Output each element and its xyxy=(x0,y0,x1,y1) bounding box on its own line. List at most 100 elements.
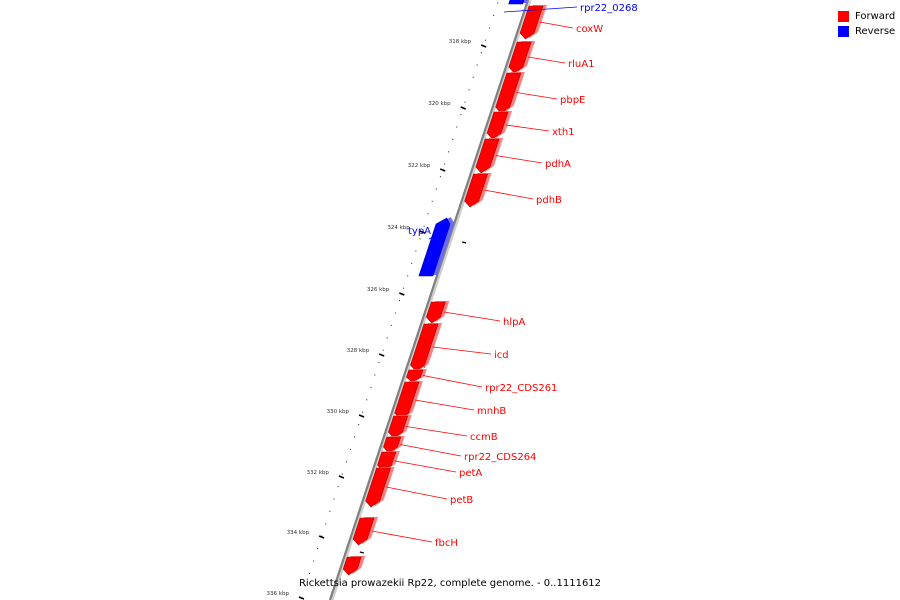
minor-tick xyxy=(411,262,413,264)
gene-feature-body xyxy=(508,41,532,74)
legend-reverse: Reverse xyxy=(838,24,895,39)
gene-feature-pbpE[interactable] xyxy=(495,72,525,114)
gene-leader-line xyxy=(406,426,468,437)
tick-label: 326 kbp xyxy=(367,287,390,293)
gene-label[interactable]: petA xyxy=(459,468,482,479)
minor-tick xyxy=(378,362,380,364)
gene-feature-xth1[interactable] xyxy=(486,111,513,140)
tick-label: 318 kbp xyxy=(449,39,472,45)
tick-label: 328 kbp xyxy=(347,348,370,354)
gene-label[interactable]: icd xyxy=(494,350,509,361)
gene-feature-body xyxy=(418,217,451,277)
gene-label[interactable]: rpr22_CDS264 xyxy=(464,452,536,463)
gene-feature-body xyxy=(410,323,439,372)
gene-feature-rpr22_CDS261[interactable] xyxy=(406,369,427,383)
gene-feature-fbcH[interactable] xyxy=(352,517,379,546)
gene-label[interactable]: typA xyxy=(408,226,431,237)
minor-tick xyxy=(382,349,384,351)
legend-forward: Forward xyxy=(838,9,895,24)
minor-tick xyxy=(309,572,310,574)
minor-tick xyxy=(484,39,486,41)
minor-tick xyxy=(329,510,331,512)
gene-leader-line xyxy=(428,233,439,240)
gene-feature-petB[interactable] xyxy=(365,467,395,508)
gene-label[interactable]: rpr22_CDS261 xyxy=(485,383,557,394)
minor-tick xyxy=(313,560,315,562)
tick-label: 330 kbp xyxy=(327,409,350,415)
gene-feature-hlpA[interactable] xyxy=(426,301,450,324)
gene-label[interactable]: rluA1 xyxy=(568,59,594,70)
minor-tick xyxy=(480,52,482,54)
tick-label: 324 kbp xyxy=(387,225,410,231)
gene-feature-body xyxy=(383,436,402,454)
gene-label[interactable]: pdhB xyxy=(536,195,562,206)
minor-tick xyxy=(325,523,327,525)
gene-feature-ccmB[interactable] xyxy=(388,415,412,439)
gene-feature-body xyxy=(519,5,544,40)
gene-leader-line xyxy=(504,6,578,13)
gene-label[interactable]: hlpA xyxy=(503,317,525,328)
tick-label: 322 kbp xyxy=(408,163,431,169)
gene-leader-line xyxy=(528,56,566,64)
gene-label[interactable]: rpr22_0268 xyxy=(580,3,638,14)
minor-tick xyxy=(341,473,343,475)
gene-feature-unnamed[interactable] xyxy=(342,556,366,576)
major-tick xyxy=(298,596,305,600)
minor-tick xyxy=(374,374,376,376)
minor-tick xyxy=(497,2,499,4)
minor-tick xyxy=(439,176,441,178)
minor-tick xyxy=(427,213,429,215)
gene-labels: rpr22_0268 coxW rluA1 pbpE xth1 pdhA pdhB typA h… xyxy=(371,3,638,549)
backbone-line xyxy=(328,0,530,600)
gene-label[interactable]: pbpE xyxy=(560,95,585,106)
minor-tick xyxy=(304,585,306,587)
gene-feature-body xyxy=(475,138,500,174)
gene-feature-rpr22_CDS264[interactable] xyxy=(383,436,405,454)
gene-label[interactable]: fbcH xyxy=(435,538,458,549)
tick-label: 334 kbp xyxy=(287,530,310,536)
right-tick xyxy=(461,241,467,244)
gene-feature-pdhA[interactable] xyxy=(475,138,504,174)
gene-feature-body xyxy=(342,556,362,576)
gene-label[interactable]: petB xyxy=(450,495,473,506)
gene-label[interactable]: xth1 xyxy=(552,127,575,138)
gene-feature-petA[interactable] xyxy=(377,451,400,472)
gene-leader-line xyxy=(539,21,574,29)
gene-leader-line xyxy=(386,486,448,500)
minor-tick xyxy=(370,386,372,388)
backbone-shadow xyxy=(330,0,532,600)
gene-label[interactable]: mnhB xyxy=(477,406,506,417)
minor-tick xyxy=(354,436,355,438)
minor-tick xyxy=(317,548,319,550)
gene-feature-mnhB[interactable] xyxy=(394,381,423,420)
gene-feature-coxW[interactable] xyxy=(519,5,548,40)
minor-tick xyxy=(448,151,450,153)
gene-feature-rluA1[interactable] xyxy=(508,41,536,74)
legend-forward-swatch xyxy=(838,11,849,22)
minor-tick xyxy=(452,138,454,140)
right-tick xyxy=(359,551,365,554)
legend: Forward Reverse xyxy=(838,9,895,39)
gene-leader-line xyxy=(371,530,433,543)
gene-feature-rpr22_0268[interactable] xyxy=(508,0,530,5)
gene-leader-line xyxy=(414,399,475,411)
minor-tick xyxy=(476,64,478,66)
gene-leader-line xyxy=(495,155,543,164)
gene-label[interactable]: coxW xyxy=(576,24,603,35)
gene-feature-body xyxy=(464,173,488,208)
gene-leader-line xyxy=(394,460,457,473)
gene-label[interactable]: ccmB xyxy=(470,432,498,443)
gene-feature-body xyxy=(495,72,522,114)
minor-tick xyxy=(366,399,368,401)
gene-feature-body xyxy=(406,369,424,383)
genome-backbone xyxy=(328,0,532,600)
gene-feature-typA[interactable] xyxy=(418,217,455,277)
gene-leader-line xyxy=(516,92,558,100)
gene-feature-pdhB[interactable] xyxy=(464,173,492,208)
legend-reverse-swatch xyxy=(838,26,849,37)
gene-leader-line xyxy=(432,346,492,355)
gene-label[interactable]: pdhA xyxy=(545,159,571,170)
gene-feature-icd[interactable] xyxy=(410,323,443,372)
gene-feature-body xyxy=(426,301,446,324)
